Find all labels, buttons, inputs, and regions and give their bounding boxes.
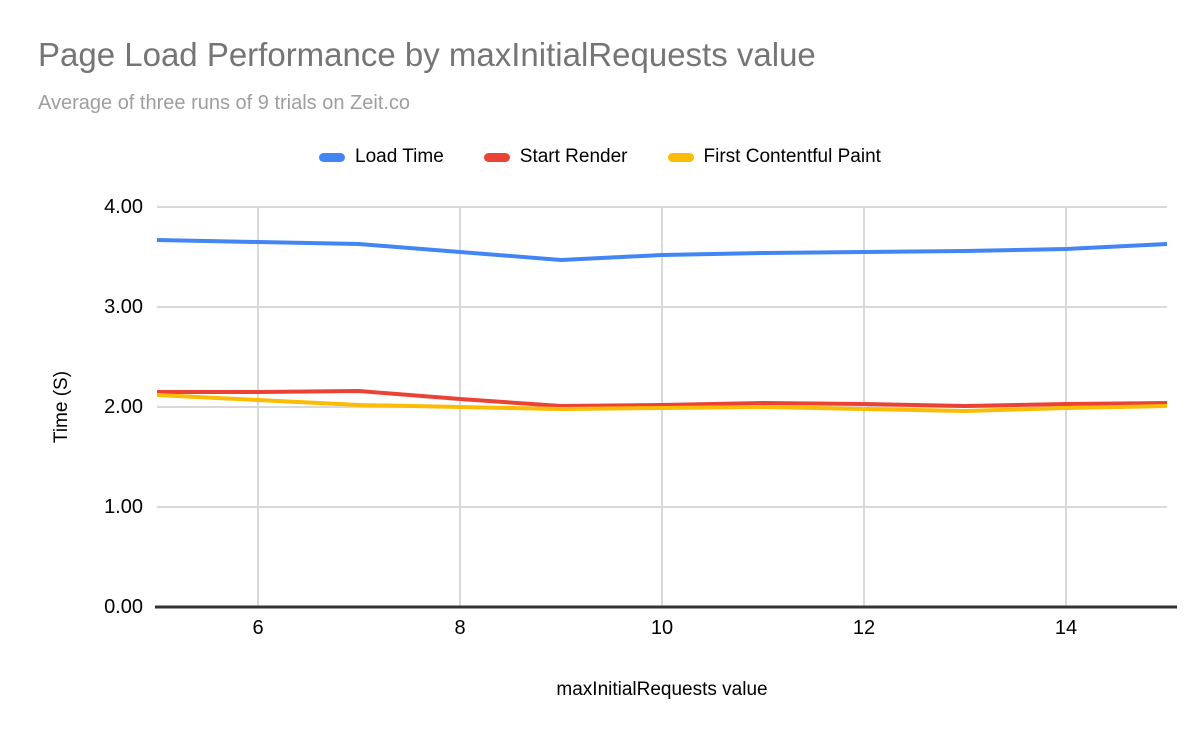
chart-subtitle: Average of three runs of 9 trials on Zei… xyxy=(38,92,411,114)
x-tick-label: 14 xyxy=(1054,617,1078,639)
x-tick-label: 10 xyxy=(650,617,674,639)
plot-area xyxy=(155,206,1177,609)
legend: Load Time Start Render First Contentful … xyxy=(0,143,1200,171)
series-line-load-time xyxy=(156,238,1168,262)
start-render-swatch-icon xyxy=(483,152,510,162)
series-line-start-render xyxy=(157,389,1168,408)
legend-label-first-contentful-paint: First Contentful Paint xyxy=(703,146,881,167)
y-tick-label: 4.00 xyxy=(104,196,143,218)
y-tick-label: 3.00 xyxy=(104,296,143,318)
chart-title: Page Load Performance by maxInitialReque… xyxy=(38,36,816,73)
x-tick-label: 6 xyxy=(252,617,264,639)
first-contentful-paint-swatch-icon xyxy=(667,152,694,162)
x-tick-label: 8 xyxy=(454,617,466,639)
legend-item-start-render: Start Render xyxy=(483,146,628,168)
legend-item-first-contentful-paint: First Contentful Paint xyxy=(667,146,881,168)
x-axis-title: maxInitialRequests value xyxy=(556,679,768,700)
load-time-swatch-icon xyxy=(319,152,346,162)
y-tick-label: 1.00 xyxy=(104,496,143,518)
legend-label-start-render: Start Render xyxy=(519,146,628,167)
legend-label-load-time: Load Time xyxy=(355,146,444,167)
x-tick-label: 12 xyxy=(852,617,876,639)
y-tick-label: 2.00 xyxy=(104,396,143,418)
y-tick-label: 0.00 xyxy=(104,596,143,618)
legend-item-load-time: Load Time xyxy=(319,146,444,168)
series-line-first-contentful-paint xyxy=(156,393,1168,413)
